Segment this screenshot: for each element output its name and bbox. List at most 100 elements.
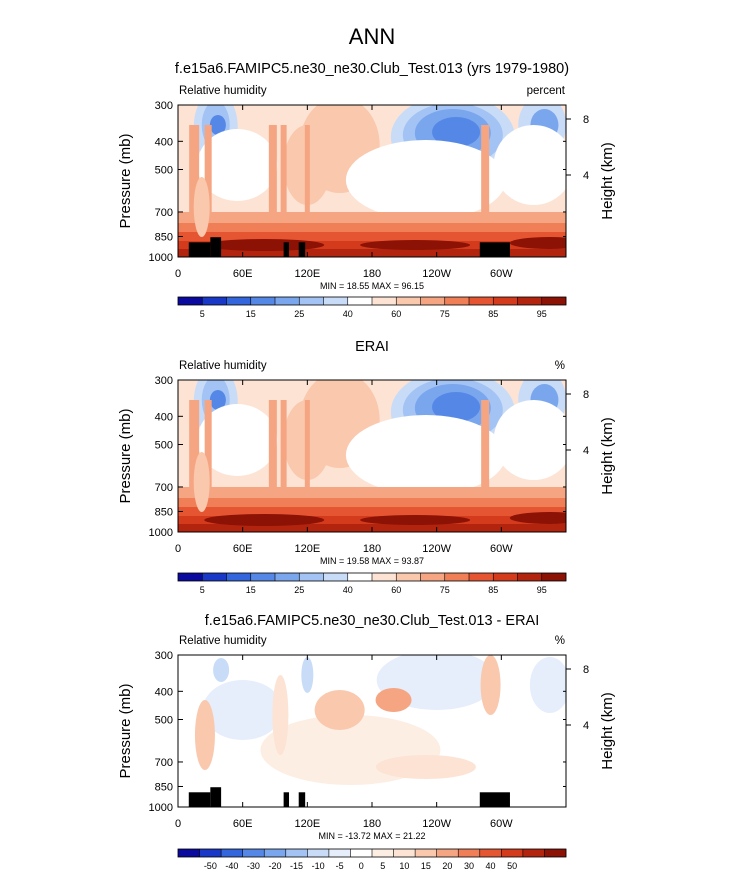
lon-tick-label: 120W	[422, 818, 451, 830]
colorbar-label: -20	[268, 861, 281, 871]
lon-tick-label: 60W	[490, 818, 513, 830]
colorbar-swatch	[396, 297, 421, 305]
lon-tick-label: 60E	[233, 818, 253, 830]
colorbar-label: 5	[200, 309, 205, 319]
colorbar-swatch	[299, 297, 324, 305]
colorbar-swatch	[501, 849, 524, 857]
panel-1: f.e15a6.FAMIPC5.ne30_ne30.Club_Test.013 …	[117, 61, 616, 319]
units-label: %	[555, 360, 565, 372]
pressure-tick-label: 850	[155, 506, 173, 518]
colorbar-swatch	[221, 849, 243, 857]
colorbar-swatch	[493, 297, 518, 305]
contour-field	[178, 380, 566, 532]
y-axis-label: Pressure (mb)	[117, 683, 134, 778]
colorbar-label: 85	[488, 309, 498, 319]
colorbar-label: -5	[336, 861, 344, 871]
colorbar-swatch	[307, 849, 330, 857]
colorbar-swatch	[372, 573, 397, 581]
pressure-tick-label: 700	[155, 757, 173, 769]
y-axis-label: Pressure (mb)	[117, 133, 134, 228]
lon-tick-label: 60E	[233, 543, 253, 555]
y2-axis-label: Height (km)	[599, 417, 616, 495]
colorbar-swatch	[420, 573, 446, 581]
colorbar-swatch	[493, 573, 518, 581]
pressure-tick-label: 500	[155, 439, 173, 451]
units-label: %	[555, 635, 565, 647]
colorbar-label: 15	[421, 861, 431, 871]
colorbar-swatch	[275, 573, 300, 581]
colorbar-swatch	[178, 297, 203, 305]
units-label: percent	[527, 85, 566, 97]
y-axis-label: Pressure (mb)	[117, 408, 134, 503]
colorbar-label: 95	[537, 309, 547, 319]
colorbar-swatch	[242, 849, 265, 857]
panel-title: ERAI	[355, 339, 389, 355]
terrain-mask	[188, 787, 510, 807]
pressure-tick-label: 1000	[149, 802, 173, 814]
lon-tick-label: 60E	[233, 268, 253, 280]
lon-tick-label: 180	[363, 543, 381, 555]
min-max-stats: MIN = -13.72 MAX = 21.22	[318, 831, 425, 841]
colorbar-swatch	[285, 849, 308, 857]
colorbar-swatch	[323, 573, 349, 581]
colorbar-swatch	[396, 573, 421, 581]
colorbar-swatch	[415, 849, 437, 857]
pressure-tick-label: 500	[155, 714, 173, 726]
height-tick-label: 8	[583, 389, 589, 401]
lon-tick-label: 60W	[490, 543, 513, 555]
colorbar-label: -40	[225, 861, 238, 871]
colorbar-swatch	[350, 849, 373, 857]
variable-label: Relative humidity	[179, 360, 267, 372]
colorbar-swatch	[436, 849, 459, 857]
pressure-tick-label: 850	[155, 231, 173, 243]
colorbar-swatch	[444, 297, 470, 305]
colorbar-label: 50	[507, 861, 517, 871]
pressure-tick-label: 700	[155, 207, 173, 219]
height-tick-label: 4	[583, 170, 589, 182]
colorbar-swatch	[275, 297, 300, 305]
lon-tick-label: 120E	[294, 818, 320, 830]
min-max-stats: MIN = 19.58 MAX = 93.87	[320, 556, 424, 566]
lon-tick-label: 180	[363, 268, 381, 280]
figure-title: ANN	[349, 24, 395, 49]
min-max-stats: MIN = 18.55 MAX = 96.15	[320, 281, 424, 291]
colorbar-label: 0	[359, 861, 364, 871]
colorbar-swatch	[178, 849, 200, 857]
colorbar-swatch	[541, 297, 567, 305]
contour-field	[178, 105, 566, 257]
colorbar-label: -10	[312, 861, 325, 871]
pressure-tick-label: 400	[155, 686, 173, 698]
colorbar-label: 40	[343, 585, 353, 595]
pressure-tick-label: 300	[155, 100, 173, 112]
pressure-tick-label: 400	[155, 136, 173, 148]
colorbar-label: 75	[440, 309, 450, 319]
colorbar-swatch	[372, 297, 397, 305]
colorbar-swatch	[347, 573, 373, 581]
colorbar-swatch	[372, 849, 394, 857]
lon-tick-label: 0	[175, 818, 181, 830]
colorbar-label: -30	[247, 861, 260, 871]
colorbar-swatch	[479, 849, 502, 857]
lon-tick-label: 0	[175, 268, 181, 280]
colorbar-swatch	[299, 573, 324, 581]
colorbar-swatch	[347, 297, 373, 305]
pressure-tick-label: 300	[155, 650, 173, 662]
height-tick-label: 8	[583, 664, 589, 676]
y2-axis-label: Height (km)	[599, 142, 616, 220]
y2-axis-label: Height (km)	[599, 692, 616, 770]
colorbar-swatch	[420, 297, 446, 305]
panel-title: f.e15a6.FAMIPC5.ne30_ne30.Club_Test.013 …	[175, 61, 569, 77]
panel-3: f.e15a6.FAMIPC5.ne30_ne30.Club_Test.013 …	[117, 613, 616, 871]
pressure-tick-label: 400	[155, 411, 173, 423]
lon-tick-label: 120E	[294, 543, 320, 555]
colorbar-label: 5	[200, 585, 205, 595]
colorbar-label: 15	[246, 585, 256, 595]
colorbar-swatch	[199, 849, 222, 857]
lon-tick-label: 120E	[294, 268, 320, 280]
lon-tick-label: 120W	[422, 268, 451, 280]
lon-tick-label: 180	[363, 818, 381, 830]
colorbar-swatch	[541, 573, 567, 581]
height-tick-label: 8	[583, 114, 589, 126]
